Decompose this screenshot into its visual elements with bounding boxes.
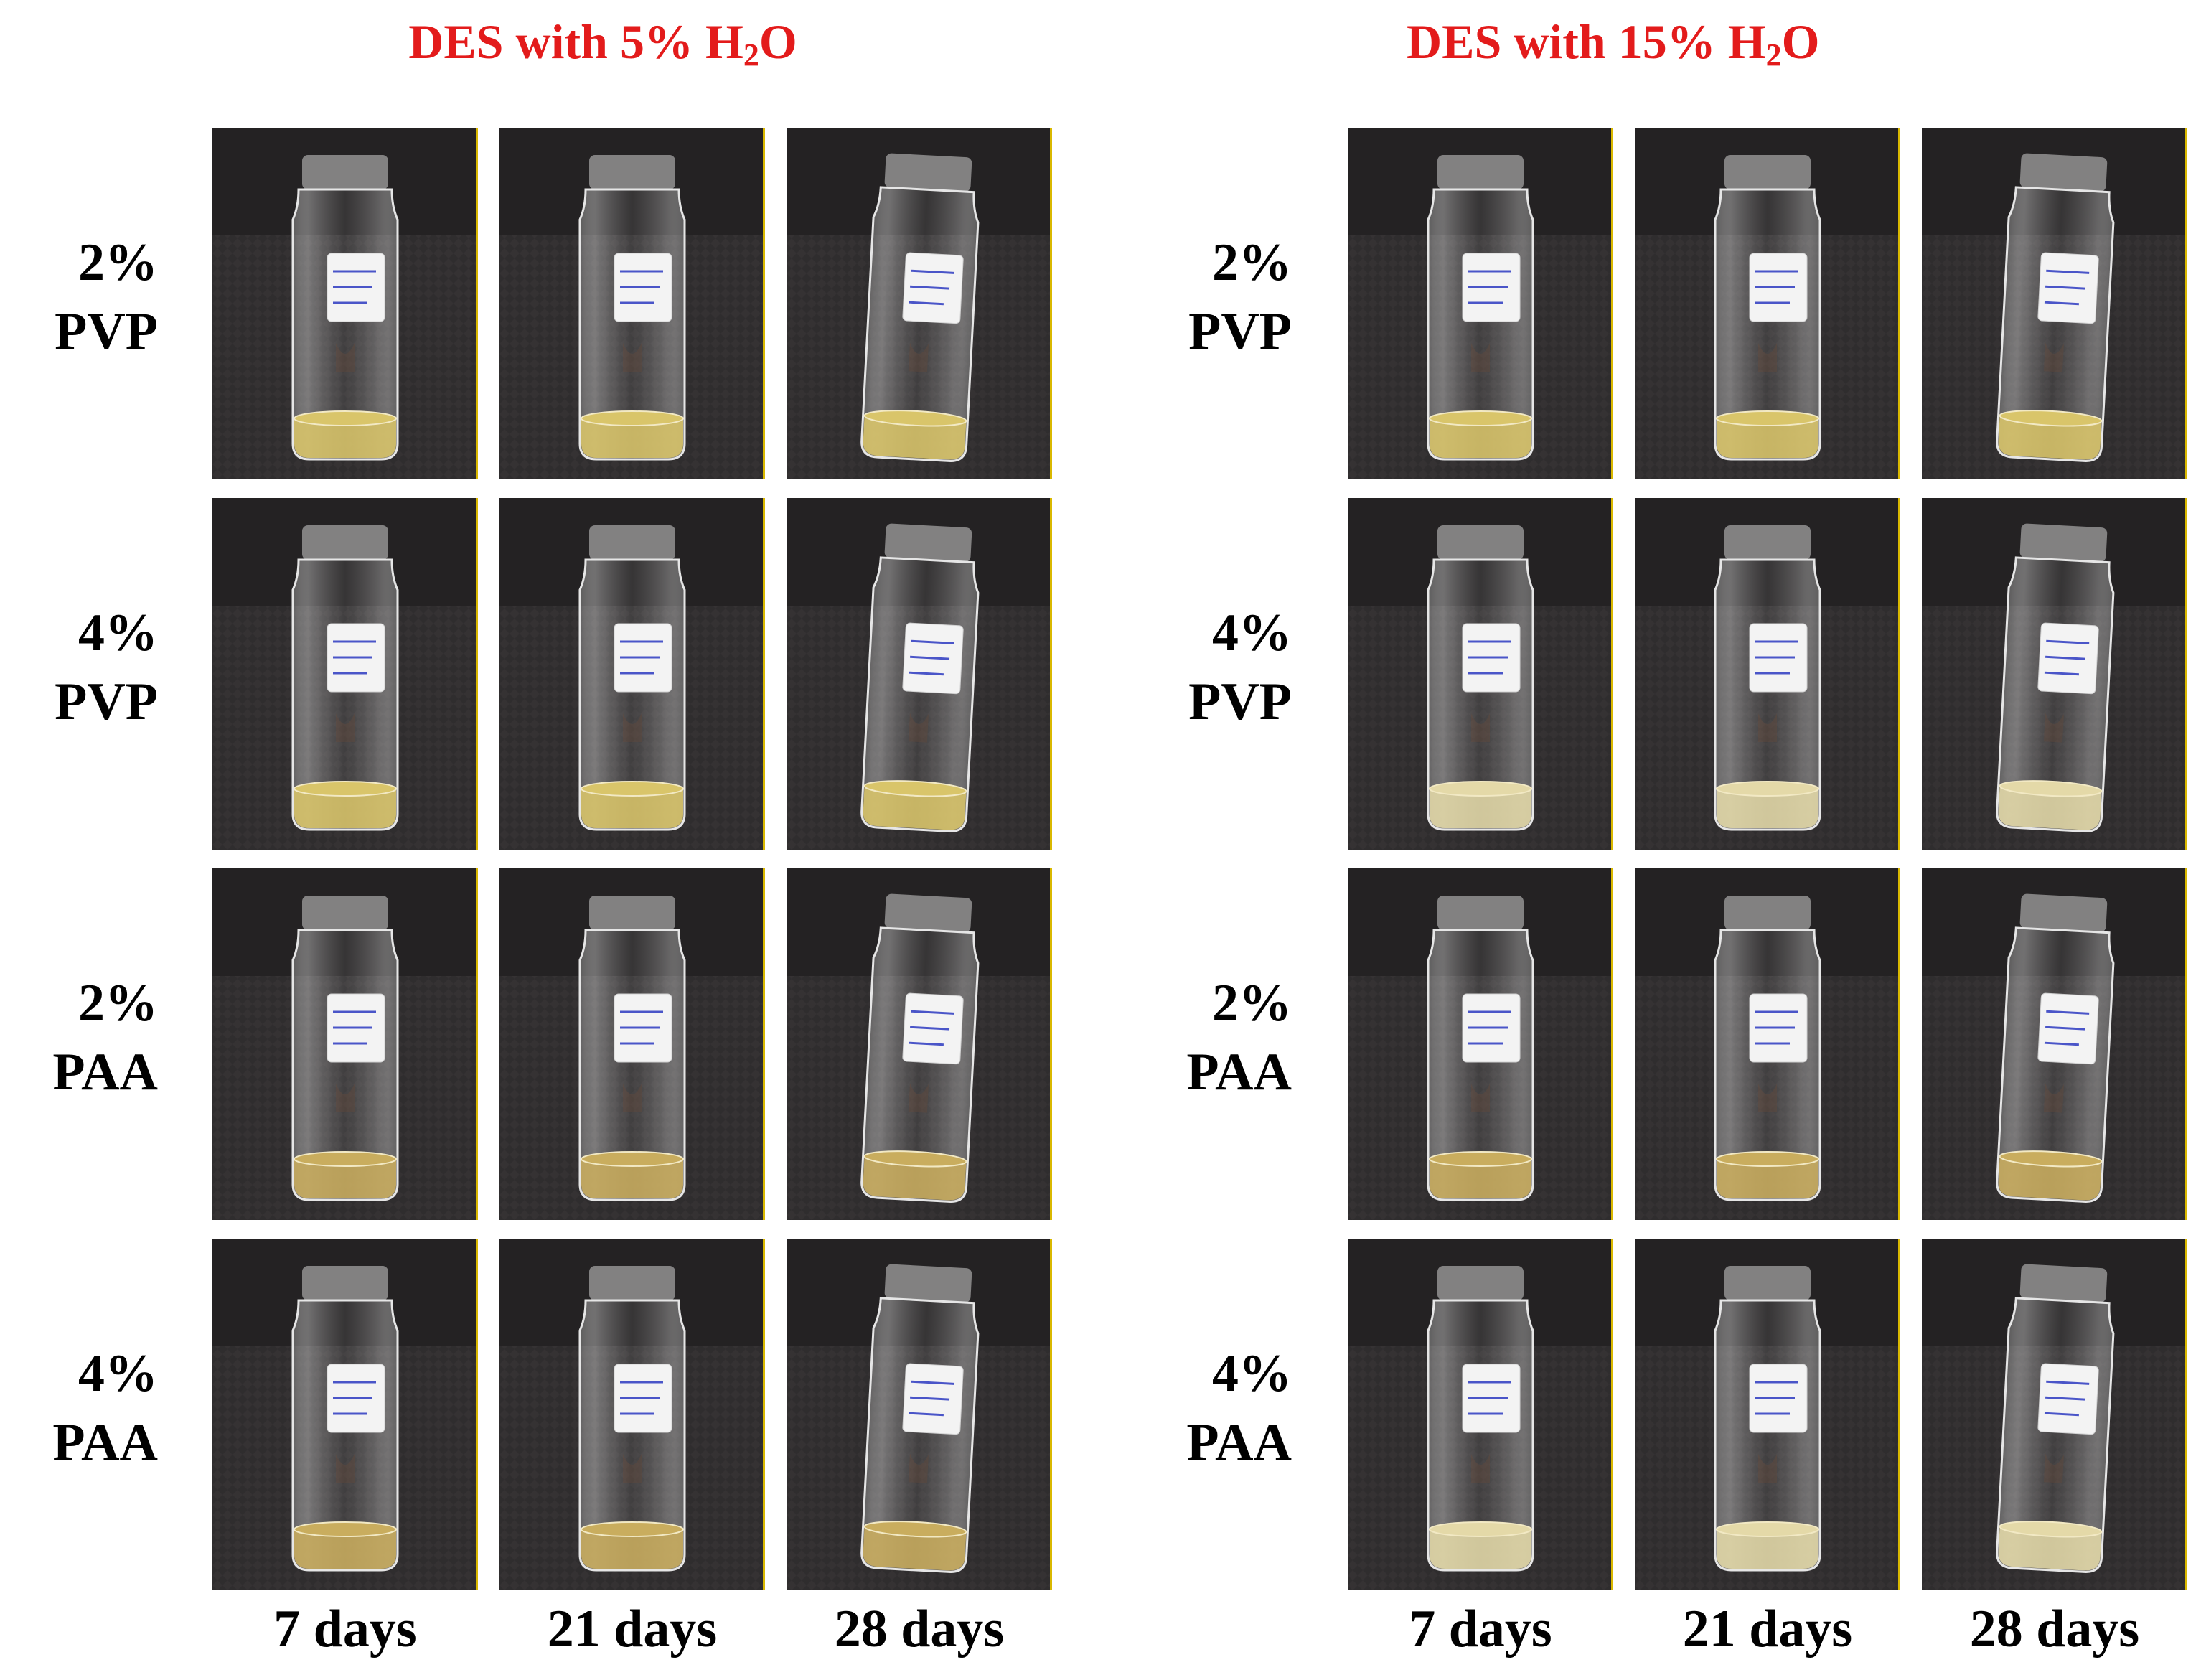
vial-image xyxy=(499,1239,763,1590)
vial-photo xyxy=(499,498,765,850)
vial-image xyxy=(787,128,1050,479)
row-label: 4% PAA xyxy=(14,1339,158,1477)
vial-photo xyxy=(787,1239,1052,1590)
vial-image xyxy=(1635,498,1898,850)
row-label: 2% PVP xyxy=(1148,228,1292,366)
panel-title-end: O xyxy=(759,14,797,69)
vial-image xyxy=(1922,128,2185,479)
row-label-polymer: PVP xyxy=(55,672,158,731)
vial-image xyxy=(1348,1239,1611,1590)
row-label: 4% PAA xyxy=(1148,1339,1292,1477)
row-label-polymer: PVP xyxy=(1188,672,1292,731)
vial-photo xyxy=(212,868,478,1220)
row-label-concentration: 2% xyxy=(78,233,158,292)
vial-image xyxy=(1922,498,2185,850)
column-label: 7 days xyxy=(1409,1600,1552,1658)
panel-title: DES with 5% H2O xyxy=(402,13,804,72)
row-label: 4% PVP xyxy=(1148,599,1292,736)
panel-title-end: O xyxy=(1781,14,1820,69)
vial-photo xyxy=(1348,868,1613,1220)
vial-photo xyxy=(787,868,1052,1220)
panel-title-subscript: 2 xyxy=(1765,37,1782,72)
vial-image xyxy=(499,498,763,850)
vial-photo xyxy=(787,498,1052,850)
vial-image xyxy=(212,1239,476,1590)
vial-photo xyxy=(1635,868,1900,1220)
vial-image xyxy=(1922,1239,2185,1590)
vial-photo xyxy=(1922,128,2187,479)
vial-image xyxy=(499,128,763,479)
vial-photo xyxy=(1348,128,1613,479)
row-label: 4% PVP xyxy=(14,599,158,736)
vial-image xyxy=(1635,868,1898,1220)
row-label-concentration: 2% xyxy=(1212,233,1292,292)
panel-title: DES with 15% H2O xyxy=(1407,13,1820,72)
vial-image xyxy=(212,868,476,1220)
row-label-concentration: 4% xyxy=(78,604,158,662)
row-label-polymer: PAA xyxy=(52,1043,158,1102)
vial-image xyxy=(787,1239,1050,1590)
vial-photo xyxy=(1922,498,2187,850)
vial-photo xyxy=(212,128,478,479)
row-label-concentration: 4% xyxy=(1212,604,1292,662)
row-label-concentration: 4% xyxy=(78,1344,158,1403)
vial-image xyxy=(212,498,476,850)
vial-photo xyxy=(1635,1239,1900,1590)
row-label-polymer: PVP xyxy=(1188,302,1292,361)
panel-title-subscript: 2 xyxy=(743,37,759,72)
row-label-concentration: 4% xyxy=(1212,1344,1292,1403)
column-label: 21 days xyxy=(1682,1600,1853,1658)
row-label: 2% PAA xyxy=(1148,969,1292,1107)
row-label-concentration: 2% xyxy=(1212,974,1292,1033)
row-label: 2% PVP xyxy=(14,228,158,366)
vial-image xyxy=(1348,868,1611,1220)
row-label-polymer: PAA xyxy=(52,1413,158,1472)
column-label: 7 days xyxy=(273,1600,417,1658)
vial-image xyxy=(1348,498,1611,850)
row-label-polymer: PVP xyxy=(55,302,158,361)
vial-image xyxy=(1922,868,2185,1220)
column-label: 28 days xyxy=(1969,1600,2140,1658)
vial-photo xyxy=(212,498,478,850)
vial-image xyxy=(1635,128,1898,479)
vial-photo xyxy=(1635,498,1900,850)
vial-image xyxy=(212,128,476,479)
vial-photo xyxy=(787,128,1052,479)
vial-image xyxy=(1635,1239,1898,1590)
panel-title-main: DES with 15% H xyxy=(1407,14,1766,69)
row-label-polymer: PAA xyxy=(1186,1413,1292,1472)
column-label: 28 days xyxy=(834,1600,1005,1658)
row-label: 2% PAA xyxy=(14,969,158,1107)
vial-image xyxy=(1348,128,1611,479)
row-label-concentration: 2% xyxy=(78,974,158,1033)
vial-photo xyxy=(1922,1239,2187,1590)
vial-photo xyxy=(1922,868,2187,1220)
vial-photo xyxy=(1348,498,1613,850)
vial-photo xyxy=(1635,128,1900,479)
vial-photo xyxy=(499,868,765,1220)
vial-image xyxy=(787,498,1050,850)
vial-photo xyxy=(499,128,765,479)
panel-title-main: DES with 5% H xyxy=(408,14,743,69)
vial-photo xyxy=(499,1239,765,1590)
column-label: 21 days xyxy=(547,1600,718,1658)
row-label-polymer: PAA xyxy=(1186,1043,1292,1102)
vial-image xyxy=(499,868,763,1220)
vial-photo xyxy=(212,1239,478,1590)
vial-photo xyxy=(1348,1239,1613,1590)
vial-image xyxy=(787,868,1050,1220)
